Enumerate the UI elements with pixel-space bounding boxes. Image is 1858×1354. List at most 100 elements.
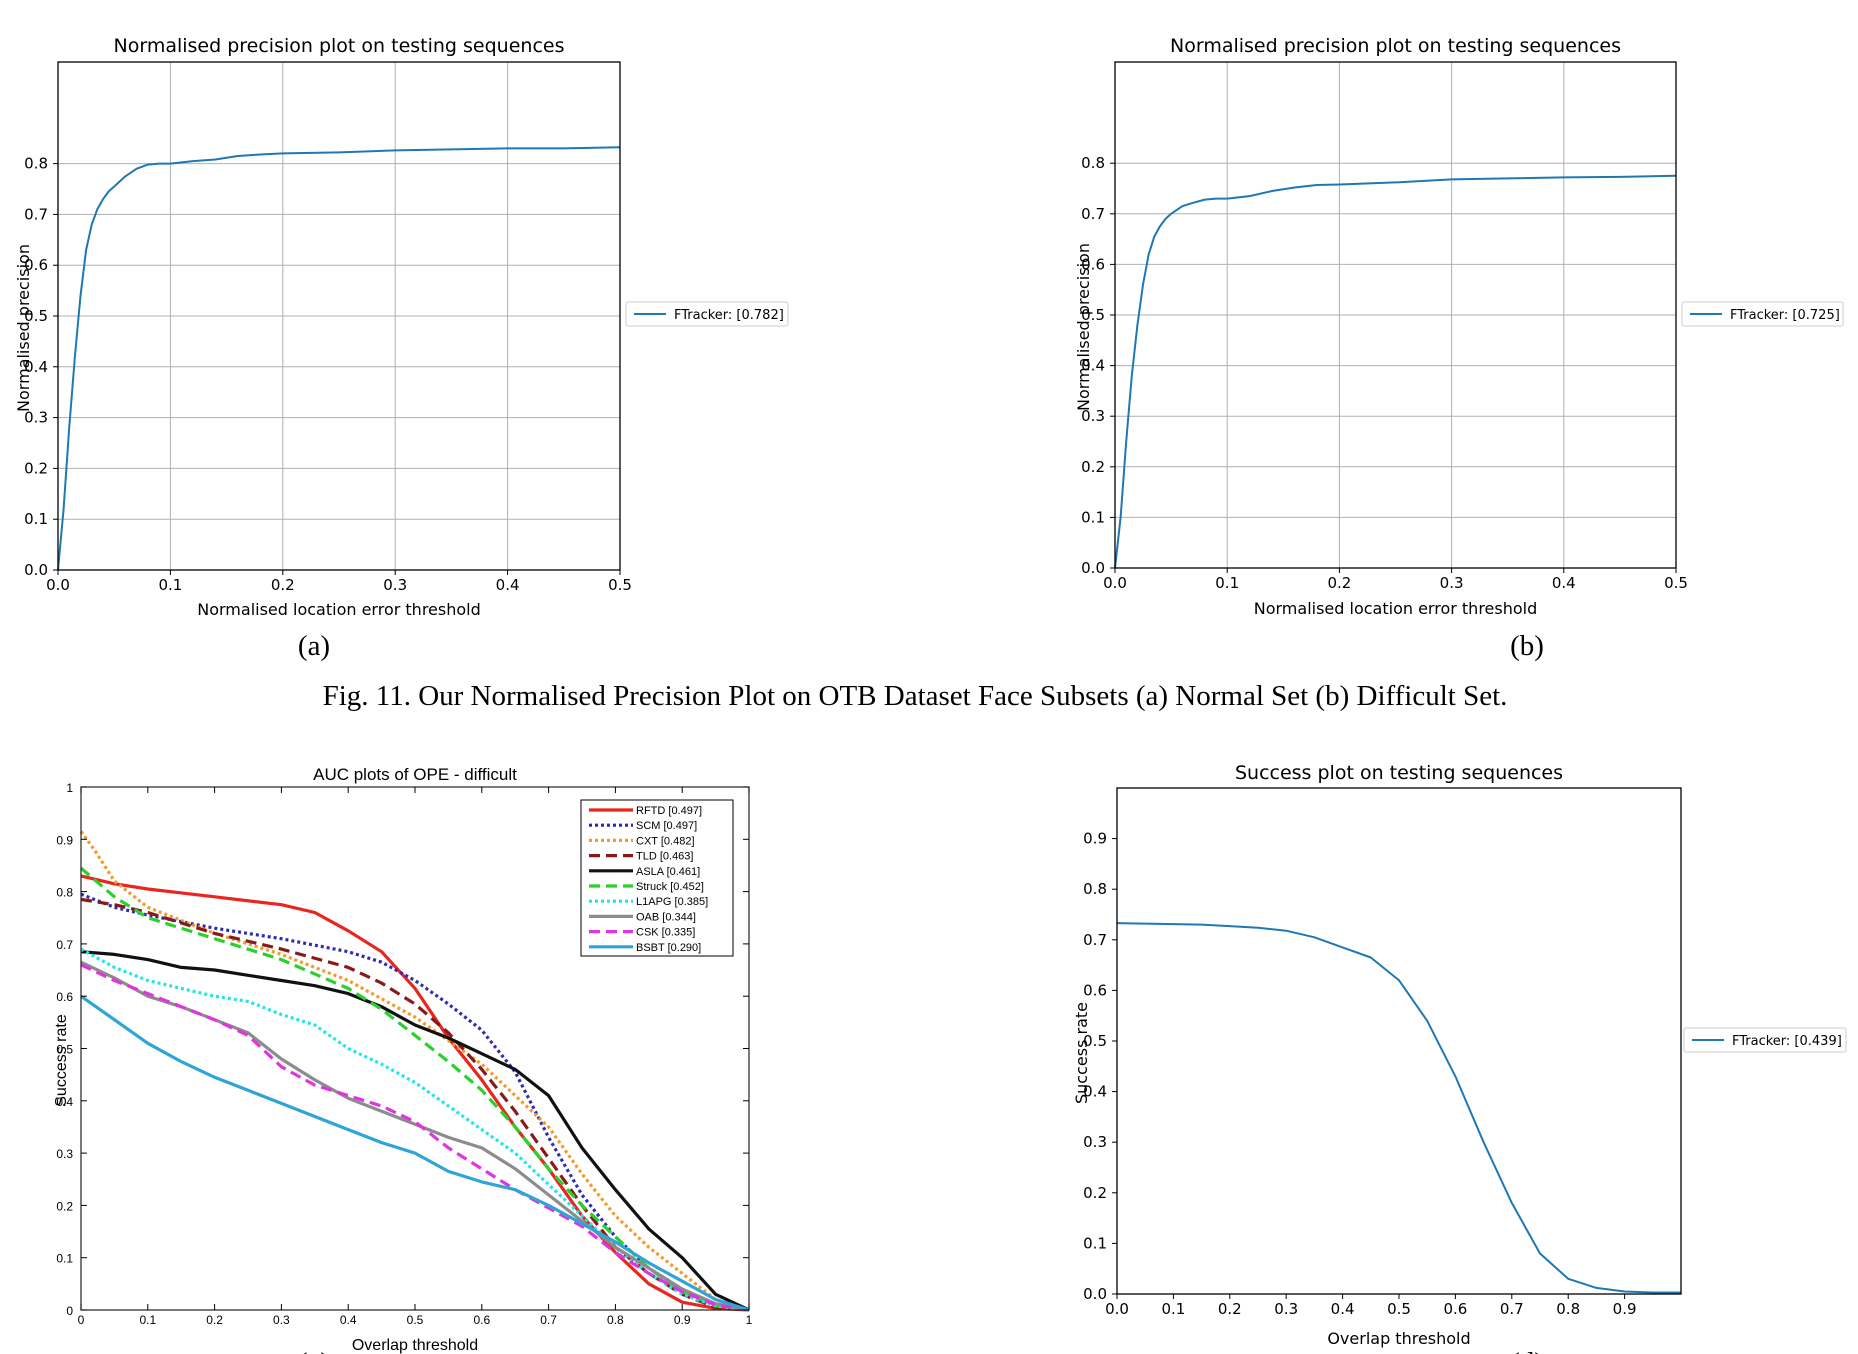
- legend-label: OAB [0.344]: [636, 911, 696, 923]
- x-tick-label: 0.0: [46, 576, 70, 594]
- y-axis-label: Normalised precision: [14, 244, 33, 412]
- y-axis-label: Normalised precision: [1074, 243, 1093, 411]
- x-tick-label: 0.1: [158, 576, 182, 594]
- x-tick-label: 0.4: [1552, 574, 1576, 592]
- y-tick-label: 0.7: [24, 205, 48, 223]
- y-tick-label: 0.3: [56, 1147, 73, 1161]
- series-line-ftracker: [1114, 174, 1677, 569]
- legend-label: ASLA [0.461]: [636, 866, 700, 878]
- x-axis-label: Overlap threshold: [352, 1337, 478, 1354]
- y-tick-label: 0.6: [1083, 981, 1107, 999]
- x-tick-label: 0.1: [1161, 1300, 1185, 1318]
- chart-d: 0.0 0.1 0.2 0.3 0.4 0.5 0.6 0.7 0.8 0.9 0.0 0.1 0.2 0…: [1072, 762, 1847, 1354]
- legend-label: CSK [0.335]: [636, 927, 695, 939]
- x-tick-label: 0.0: [1103, 574, 1127, 592]
- y-tick-label: 0.0: [1081, 559, 1105, 577]
- y-axis-label: Success rate: [1072, 1002, 1091, 1104]
- y-tick-label: 0.9: [1083, 830, 1107, 848]
- x-axis-label: Normalised location error threshold: [197, 600, 481, 619]
- legend-box: [1681, 301, 1844, 327]
- x-tick-label: 0.2: [1218, 1300, 1242, 1318]
- y-tick-label: 0.8: [1081, 154, 1105, 172]
- y-tick-label: 0.4: [1083, 1083, 1107, 1101]
- y-tick-label: 0.4: [56, 1095, 73, 1109]
- y-tick-label: 0.5: [1081, 306, 1105, 324]
- x-tick-label: 0.8: [1556, 1300, 1580, 1318]
- legend-label: TLD [0.463]: [636, 851, 693, 863]
- y-tick-label: 0.5: [56, 1043, 73, 1057]
- x-tick-label: 0.3: [273, 1313, 290, 1327]
- subcaption: (b): [1510, 630, 1544, 662]
- series-line-ftracker: [1116, 922, 1681, 1294]
- x-tick-label: 0.1: [1215, 574, 1239, 592]
- chart-a: 0.0 0.1 0.2 0.3 0.4 0.5 0.0 0.1 0.2 0.3 0.4 0.5 0.6 0…: [14, 35, 789, 662]
- series-line-bsbt: [80, 994, 750, 1312]
- plot-area: [1117, 788, 1681, 1294]
- y-tick-label: 0.5: [1083, 1032, 1107, 1050]
- y-tick-label: 0.6: [56, 990, 73, 1004]
- legend-box: [625, 301, 789, 327]
- chart-title: Success plot on testing sequences: [1235, 762, 1563, 784]
- legend-label: CXT [0.482]: [636, 835, 695, 847]
- x-tick-label: 0.2: [1327, 574, 1351, 592]
- y-tick-label: 0: [66, 1304, 73, 1318]
- legend-label: Struck [0.452]: [636, 881, 704, 893]
- y-tick-label: 0.8: [56, 886, 73, 900]
- y-tick-label: 0.1: [24, 510, 48, 528]
- y-tick-label: 0.2: [1083, 1184, 1107, 1202]
- y-tick-label: 1: [66, 781, 73, 795]
- y-tick-label: 0.5: [24, 307, 48, 325]
- chart-b: 0.0 0.1 0.2 0.3 0.4 0.5 0.0 0.1 0.2 0.3 0.4 0.5 0.6 0…: [1074, 35, 1844, 662]
- y-tick-label: 0.1: [1083, 1234, 1107, 1252]
- legend-label: BSBT [0.290]: [636, 942, 701, 954]
- y-tick-label: 0.2: [1081, 458, 1105, 476]
- y-tick-label: 0.3: [1081, 407, 1105, 425]
- legend-label: FTracker: [0.725]: [1730, 308, 1840, 323]
- series-line-cxt: [79, 830, 750, 1312]
- y-tick-label: 0.7: [1083, 931, 1107, 949]
- legend-label: FTracker: [0.782]: [674, 308, 784, 323]
- subcaption: (a): [298, 630, 330, 662]
- x-tick-label: 0.9: [674, 1313, 691, 1327]
- x-tick-label: 0.0: [1105, 1300, 1129, 1318]
- legend-label: L1APG [0.385]: [636, 896, 708, 908]
- y-tick-label: 0.4: [1081, 357, 1105, 375]
- y-tick-label: 0.8: [24, 155, 48, 173]
- y-tick-label: 0.1: [1081, 508, 1105, 526]
- y-tick-label: 0.8: [1083, 880, 1107, 898]
- x-tick-label: 0.5: [1664, 574, 1688, 592]
- y-tick-label: 0.2: [56, 1199, 73, 1213]
- x-tick-label: 0.7: [540, 1313, 557, 1327]
- y-axis-label: Success rate: [53, 1014, 70, 1107]
- series-line-asla: [80, 950, 750, 1312]
- subcaption: (c): [298, 1347, 330, 1354]
- x-tick-label: 0.4: [1331, 1300, 1355, 1318]
- x-tick-label: 0.1: [139, 1313, 156, 1327]
- y-tick-label: 0.6: [1081, 255, 1105, 273]
- y-tick-label: 0.2: [24, 459, 48, 477]
- chart-title: Normalised precision plot on testing seq…: [114, 35, 565, 57]
- series-line-scm: [80, 892, 750, 1312]
- y-tick-label: 0.4: [24, 358, 48, 376]
- x-tick-label: 0.3: [383, 576, 407, 594]
- x-tick-label: 0.4: [496, 576, 520, 594]
- x-tick-label: 1: [746, 1313, 753, 1327]
- x-tick-label: 0.4: [340, 1313, 357, 1327]
- x-tick-label: 0.5: [407, 1313, 424, 1327]
- x-tick-label: 0.8: [607, 1313, 624, 1327]
- x-tick-label: 0.2: [271, 576, 295, 594]
- y-tick-label: 0.3: [24, 409, 48, 427]
- x-tick-label: 0.3: [1440, 574, 1464, 592]
- subcaption: (d): [1510, 1347, 1544, 1354]
- x-tick-label: 0.7: [1500, 1300, 1524, 1318]
- legend-label: SCM [0.497]: [636, 820, 697, 832]
- series-line-ftracker: [57, 146, 621, 571]
- y-tick-label: 0.7: [56, 938, 73, 952]
- series-line-csk: [80, 963, 750, 1312]
- y-tick-label: 0.9: [56, 833, 73, 847]
- chart-c: 0 0.1 0.2 0.3 0.4 0.5 0.6 0.7 0.8 0.9 1 0 0.1 0.2 0.3 0…: [53, 765, 753, 1354]
- x-tick-label: 0: [78, 1313, 85, 1327]
- legend-label: FTracker: [0.439]: [1732, 1034, 1842, 1049]
- y-tick-label: 0.3: [1083, 1133, 1107, 1151]
